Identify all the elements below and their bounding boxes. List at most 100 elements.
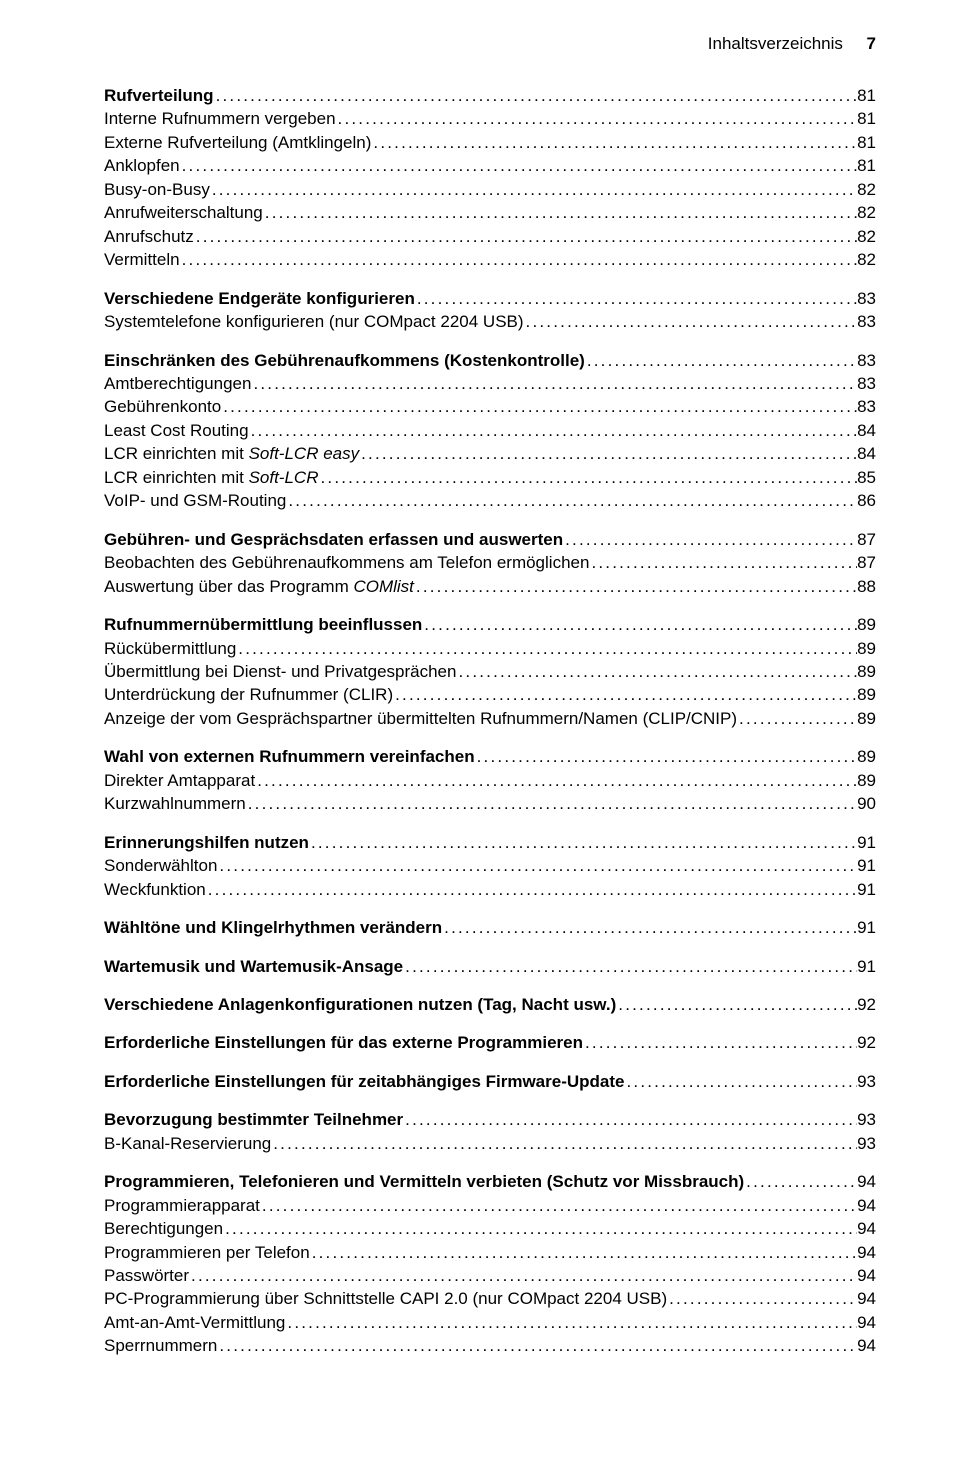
header-label: Inhaltsverzeichnis <box>708 34 843 53</box>
toc-row: Wartemusik und Wartemusik-Ansage........… <box>104 955 876 978</box>
toc-page: 89 <box>857 769 876 792</box>
toc-page: 84 <box>857 419 876 442</box>
toc-row: Programmierapparat......................… <box>104 1194 876 1217</box>
toc-leader: ........................................… <box>255 769 857 792</box>
toc-page: 86 <box>857 489 876 512</box>
toc-title: Einschränken des Gebührenaufkommens (Kos… <box>104 349 585 372</box>
toc-page: 87 <box>857 528 876 551</box>
toc-title-italic: COMlist <box>353 577 413 596</box>
toc-row: VoIP- und GSM-Routing...................… <box>104 489 876 512</box>
toc-row: Anrufschutz.............................… <box>104 225 876 248</box>
toc-leader: ........................................… <box>403 1108 857 1131</box>
toc-title: LCR einrichten mit Soft-LCR <box>104 466 318 489</box>
toc-row: Erforderliche Einstellungen für zeitabhä… <box>104 1070 876 1093</box>
toc-row: Bevorzugung bestimmter Teilnehmer.......… <box>104 1108 876 1131</box>
toc-page: 82 <box>857 225 876 248</box>
toc-row: Externe Rufverteilung (Amtklingeln).....… <box>104 131 876 154</box>
toc-page: 83 <box>857 372 876 395</box>
toc-title: Amt-an-Amt-Vermittlung <box>104 1311 285 1334</box>
toc-title: Vermitteln <box>104 248 180 271</box>
toc-leader: ........................................… <box>223 1217 857 1240</box>
toc-page: 94 <box>857 1264 876 1287</box>
toc-title: Rufnummernübermittlung beeinflussen <box>104 613 422 636</box>
toc-title-italic: Soft-LCR easy <box>249 444 360 463</box>
toc-title: Verschiedene Anlagenkonfigurationen nutz… <box>104 993 616 1016</box>
toc-title: Programmieren, Telefonieren und Vermitte… <box>104 1170 744 1193</box>
toc-title-italic: Soft-LCR <box>249 468 319 487</box>
toc-title: Externe Rufverteilung (Amtklingeln) <box>104 131 371 154</box>
toc-page: 93 <box>857 1132 876 1155</box>
toc-leader: ........................................… <box>309 831 857 854</box>
toc-leader: ........................................… <box>251 372 857 395</box>
toc-page: 88 <box>857 575 876 598</box>
toc-page: 83 <box>857 349 876 372</box>
toc-row: LCR einrichten mit Soft-LCR.............… <box>104 466 876 489</box>
toc-title: Weckfunktion <box>104 878 206 901</box>
toc-page: 94 <box>857 1334 876 1357</box>
toc-leader: ........................................… <box>737 707 857 730</box>
toc-page: 90 <box>857 792 876 815</box>
toc-title: Anrufschutz <box>104 225 194 248</box>
toc-page: 91 <box>857 878 876 901</box>
toc-row: Programmieren per Telefon...............… <box>104 1241 876 1264</box>
toc-title: Programmieren per Telefon <box>104 1241 310 1264</box>
toc-page: 94 <box>857 1241 876 1264</box>
toc-title: Busy-on-Busy <box>104 178 210 201</box>
toc-page: 82 <box>857 248 876 271</box>
toc-leader: ........................................… <box>475 745 857 768</box>
toc-leader: ........................................… <box>744 1170 857 1193</box>
toc-leader: ........................................… <box>393 683 857 706</box>
toc-row: Sperrnummern............................… <box>104 1334 876 1357</box>
toc-page: 94 <box>857 1170 876 1193</box>
toc-page: 94 <box>857 1287 876 1310</box>
toc-row: Wahl von externen Rufnummern vereinfache… <box>104 745 876 768</box>
toc-row: Direkter Amtapparat.....................… <box>104 769 876 792</box>
toc-title: Auswertung über das Programm COMlist <box>104 575 414 598</box>
toc-leader: ........................................… <box>260 1194 857 1217</box>
toc-row: B-Kanal-Reservierung....................… <box>104 1132 876 1155</box>
toc-page: 85 <box>857 466 876 489</box>
toc-leader: ........................................… <box>442 916 857 939</box>
toc-title: Gebühren- und Gesprächsdaten erfassen un… <box>104 528 563 551</box>
toc-title: B-Kanal-Reservierung <box>104 1132 271 1155</box>
toc-row: Sonderwählton...........................… <box>104 854 876 877</box>
toc-leader: ........................................… <box>263 201 857 224</box>
toc-page: 89 <box>857 637 876 660</box>
toc-row: Wähltöne und Klingelrhythmen verändern..… <box>104 916 876 939</box>
toc-page: 91 <box>857 831 876 854</box>
toc-page: 91 <box>857 854 876 877</box>
toc-leader: ........................................… <box>206 878 857 901</box>
toc-leader: ........................................… <box>585 349 857 372</box>
toc-title: Least Cost Routing <box>104 419 249 442</box>
toc-title-plain: Auswertung über das Programm <box>104 577 353 596</box>
toc-title: Wahl von externen Rufnummern vereinfache… <box>104 745 475 768</box>
toc-title: Wähltöne und Klingelrhythmen verändern <box>104 916 442 939</box>
toc-page: 94 <box>857 1311 876 1334</box>
toc-row: Busy-on-Busy............................… <box>104 178 876 201</box>
toc-title: Anzeige der vom Gesprächspartner übermit… <box>104 707 737 730</box>
toc-row: Amt-an-Amt-Vermittlung..................… <box>104 1311 876 1334</box>
toc-title: Rückübermittlung <box>104 637 236 660</box>
toc-title: Interne Rufnummern vergeben <box>104 107 336 130</box>
toc-leader: ........................................… <box>524 310 858 333</box>
toc-title: Anrufweiterschaltung <box>104 201 263 224</box>
toc-leader: ........................................… <box>217 1334 857 1357</box>
toc-page: 89 <box>857 613 876 636</box>
toc-row: Rückübermittlung........................… <box>104 637 876 660</box>
toc-title: Berechtigungen <box>104 1217 223 1240</box>
toc-row: Auswertung über das Programm COMlist....… <box>104 575 876 598</box>
toc-row: Least Cost Routing......................… <box>104 419 876 442</box>
toc-leader: ........................................… <box>616 993 857 1016</box>
toc-page: 83 <box>857 310 876 333</box>
toc-leader: ........................................… <box>414 575 857 598</box>
toc-title: Rufverteilung <box>104 84 214 107</box>
toc-row: Einschränken des Gebührenaufkommens (Kos… <box>104 349 876 372</box>
toc-leader: ........................................… <box>217 854 857 877</box>
toc-row: Beobachten des Gebührenaufkommens am Tel… <box>104 551 876 574</box>
toc-title: Erforderliche Einstellungen für das exte… <box>104 1031 583 1054</box>
toc-row: Kurzwahlnummern.........................… <box>104 792 876 815</box>
toc-page: 89 <box>857 745 876 768</box>
toc-title: Übermittlung bei Dienst- und Privatgespr… <box>104 660 456 683</box>
running-header: Inhaltsverzeichnis 7 <box>104 34 876 54</box>
toc-leader: ........................................… <box>422 613 857 636</box>
